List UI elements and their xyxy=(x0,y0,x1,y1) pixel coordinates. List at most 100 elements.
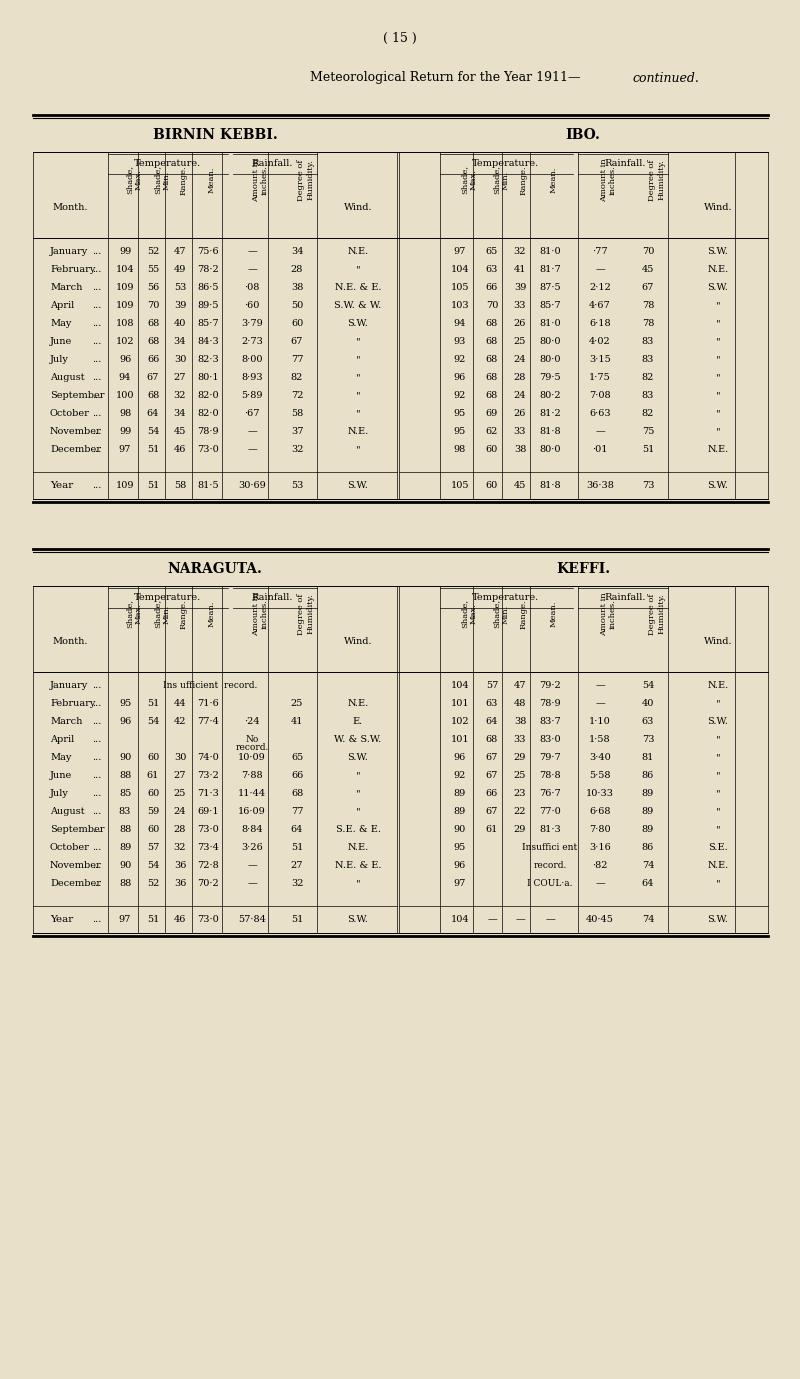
Text: ": " xyxy=(716,771,720,781)
Text: ...: ... xyxy=(92,790,102,798)
Text: 109: 109 xyxy=(116,284,134,292)
Text: ": " xyxy=(716,790,720,798)
Text: ...: ... xyxy=(92,356,102,364)
Text: Ins ufficient  record.: Ins ufficient record. xyxy=(163,681,257,691)
Text: 68: 68 xyxy=(486,392,498,400)
Text: Mean.: Mean. xyxy=(550,601,558,627)
Text: —: — xyxy=(247,266,257,274)
Text: 81·2: 81·2 xyxy=(539,410,561,418)
Text: Shade,
Max.: Shade, Max. xyxy=(125,165,142,194)
Text: S.W.: S.W. xyxy=(707,481,729,491)
Text: 105: 105 xyxy=(450,481,470,491)
Text: Temperature.: Temperature. xyxy=(471,593,538,601)
Text: 33: 33 xyxy=(514,302,526,310)
Text: 77: 77 xyxy=(290,356,303,364)
Text: 60: 60 xyxy=(147,826,159,834)
Text: ·82: ·82 xyxy=(592,862,608,870)
Text: 47: 47 xyxy=(514,681,526,691)
Text: Mean.: Mean. xyxy=(208,601,216,627)
Text: 40·45: 40·45 xyxy=(586,916,614,924)
Text: October: October xyxy=(50,844,90,852)
Text: 90: 90 xyxy=(454,826,466,834)
Text: 6·18: 6·18 xyxy=(589,320,611,328)
Text: 28: 28 xyxy=(174,826,186,834)
Text: 38: 38 xyxy=(291,284,303,292)
Text: 86: 86 xyxy=(642,844,654,852)
Text: —: — xyxy=(595,266,605,274)
Text: 51: 51 xyxy=(147,916,159,924)
Text: Insuffici ent: Insuffici ent xyxy=(522,844,578,852)
Text: 49: 49 xyxy=(174,266,186,274)
Text: 41: 41 xyxy=(290,717,303,727)
Text: 36: 36 xyxy=(174,862,186,870)
Text: 46: 46 xyxy=(174,916,186,924)
Text: 64: 64 xyxy=(486,717,498,727)
Text: 45: 45 xyxy=(514,481,526,491)
Text: ...: ... xyxy=(92,266,102,274)
Text: ...: ... xyxy=(92,338,102,346)
Text: 1·75: 1·75 xyxy=(589,374,611,382)
Text: 41: 41 xyxy=(514,266,526,274)
Text: ...: ... xyxy=(92,320,102,328)
Text: Wind.: Wind. xyxy=(704,204,732,212)
Text: 96: 96 xyxy=(454,374,466,382)
Text: Shade,
Min.: Shade, Min. xyxy=(153,600,170,629)
Text: 78·2: 78·2 xyxy=(197,266,219,274)
Text: 85: 85 xyxy=(119,790,131,798)
Text: ...: ... xyxy=(92,699,102,709)
Text: 84·3: 84·3 xyxy=(197,338,219,346)
Text: 69·1: 69·1 xyxy=(197,808,219,816)
Text: 11·44: 11·44 xyxy=(238,790,266,798)
Text: 88: 88 xyxy=(119,880,131,888)
Text: ": " xyxy=(716,410,720,418)
Text: N.E.: N.E. xyxy=(707,862,729,870)
Text: May: May xyxy=(50,753,71,763)
Text: ": " xyxy=(716,392,720,400)
Text: 24: 24 xyxy=(514,356,526,364)
Text: 81·0: 81·0 xyxy=(539,320,561,328)
Text: ·01: ·01 xyxy=(592,445,608,455)
Text: ": " xyxy=(716,374,720,382)
Text: 30: 30 xyxy=(174,753,186,763)
Text: 97: 97 xyxy=(119,916,131,924)
Text: 60: 60 xyxy=(486,481,498,491)
Text: 3·26: 3·26 xyxy=(241,844,263,852)
Text: —: — xyxy=(487,916,497,924)
Text: —: — xyxy=(247,445,257,455)
Text: 82·0: 82·0 xyxy=(197,392,219,400)
Text: 83·0: 83·0 xyxy=(539,735,561,745)
Text: 78·9: 78·9 xyxy=(539,699,561,709)
Text: ": " xyxy=(716,338,720,346)
Text: 104: 104 xyxy=(116,266,134,274)
Text: 70: 70 xyxy=(642,247,654,256)
Text: 99: 99 xyxy=(119,247,131,256)
Text: 24: 24 xyxy=(514,392,526,400)
Text: —: — xyxy=(545,916,555,924)
Text: 4·02: 4·02 xyxy=(589,338,611,346)
Text: 32: 32 xyxy=(174,392,186,400)
Text: Amount in
inches.: Amount in inches. xyxy=(600,159,618,201)
Text: 82·3: 82·3 xyxy=(197,356,219,364)
Text: 90: 90 xyxy=(119,862,131,870)
Text: 7·88: 7·88 xyxy=(241,771,263,781)
Text: July: July xyxy=(50,790,69,798)
Text: 44: 44 xyxy=(174,699,186,709)
Text: 26: 26 xyxy=(514,410,526,418)
Text: 51: 51 xyxy=(291,844,303,852)
Text: ·67: ·67 xyxy=(244,410,260,418)
Text: ": " xyxy=(716,808,720,816)
Text: 63: 63 xyxy=(486,699,498,709)
Text: 88: 88 xyxy=(119,826,131,834)
Text: 97: 97 xyxy=(454,880,466,888)
Text: 60: 60 xyxy=(147,753,159,763)
Text: 74·0: 74·0 xyxy=(197,753,219,763)
Text: Temperature.: Temperature. xyxy=(134,593,201,601)
Text: —: — xyxy=(595,681,605,691)
Text: ·60: ·60 xyxy=(244,302,260,310)
Text: 68: 68 xyxy=(291,790,303,798)
Text: Amount in
inches.: Amount in inches. xyxy=(252,592,269,636)
Text: 81·8: 81·8 xyxy=(539,427,561,437)
Text: continued.: continued. xyxy=(632,72,699,84)
Text: Rainfall.: Rainfall. xyxy=(604,593,646,601)
Text: Range.: Range. xyxy=(520,600,528,629)
